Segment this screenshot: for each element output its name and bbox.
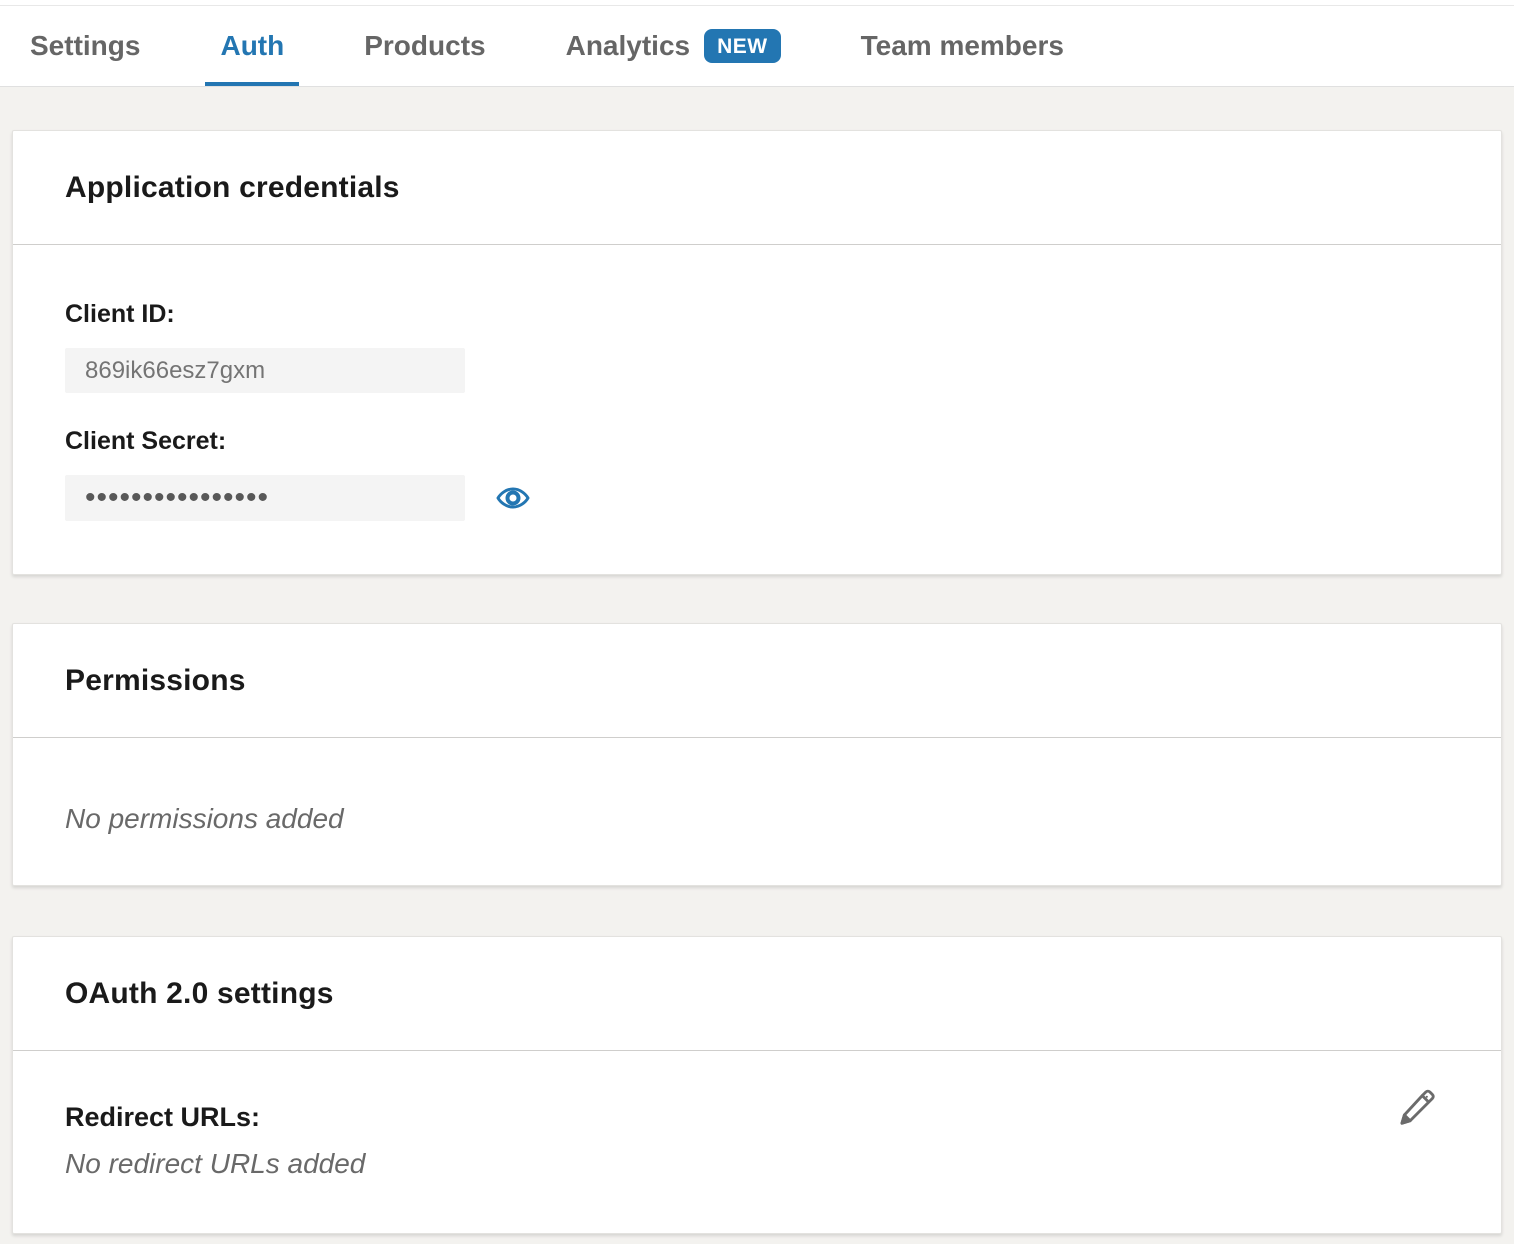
permissions-body: No permissions added [13,738,1501,885]
oauth-settings-header: OAuth 2.0 settings [13,937,1501,1051]
new-badge: NEW [704,29,781,63]
tab-team-members[interactable]: Team members [846,6,1079,86]
client-secret-label: Client Secret: [65,427,227,455]
application-credentials-title: Application credentials [65,170,400,204]
client-id-field[interactable] [65,348,465,393]
oauth-settings-body: Redirect URLs: No redirect URLs added [13,1051,1501,1233]
tab-auth[interactable]: Auth [205,6,300,86]
edit-redirect-urls-button[interactable] [1395,1081,1441,1131]
tab-list: Settings Auth Products Analytics NEW Tea… [0,5,1514,86]
oauth-settings-title: OAuth 2.0 settings [65,976,334,1010]
tab-settings-label: Settings [30,30,141,61]
application-credentials-body: Client ID: Client Secret: [13,245,1501,574]
tab-products[interactable]: Products [349,6,500,86]
client-secret-field[interactable] [65,475,465,521]
application-credentials-card: Application credentials Client ID: Clien… [12,130,1502,575]
reveal-secret-button[interactable] [496,481,530,515]
main-content: Application credentials Client ID: Clien… [0,130,1514,1234]
tab-bar: Settings Auth Products Analytics NEW Tea… [0,0,1514,87]
oauth-settings-card: OAuth 2.0 settings Redirect URLs: No red… [12,936,1502,1234]
client-id-label: Client ID: [65,300,175,328]
application-credentials-header: Application credentials [13,131,1501,245]
eye-icon [496,481,530,515]
tab-products-label: Products [364,30,486,61]
client-secret-row [65,475,1449,521]
tab-team-members-label: Team members [860,30,1064,61]
tab-analytics[interactable]: Analytics NEW [551,6,796,86]
permissions-card: Permissions No permissions added [12,623,1502,886]
no-redirect-urls-text: No redirect URLs added [65,1148,366,1179]
permissions-header: Permissions [13,624,1501,738]
pencil-icon [1395,1081,1441,1131]
no-permissions-text: No permissions added [65,803,344,834]
permissions-title: Permissions [65,663,246,697]
tab-settings[interactable]: Settings [15,6,155,86]
tab-auth-label: Auth [220,30,285,61]
redirect-urls-label: Redirect URLs: [65,1102,261,1132]
tab-analytics-label: Analytics [565,30,691,61]
